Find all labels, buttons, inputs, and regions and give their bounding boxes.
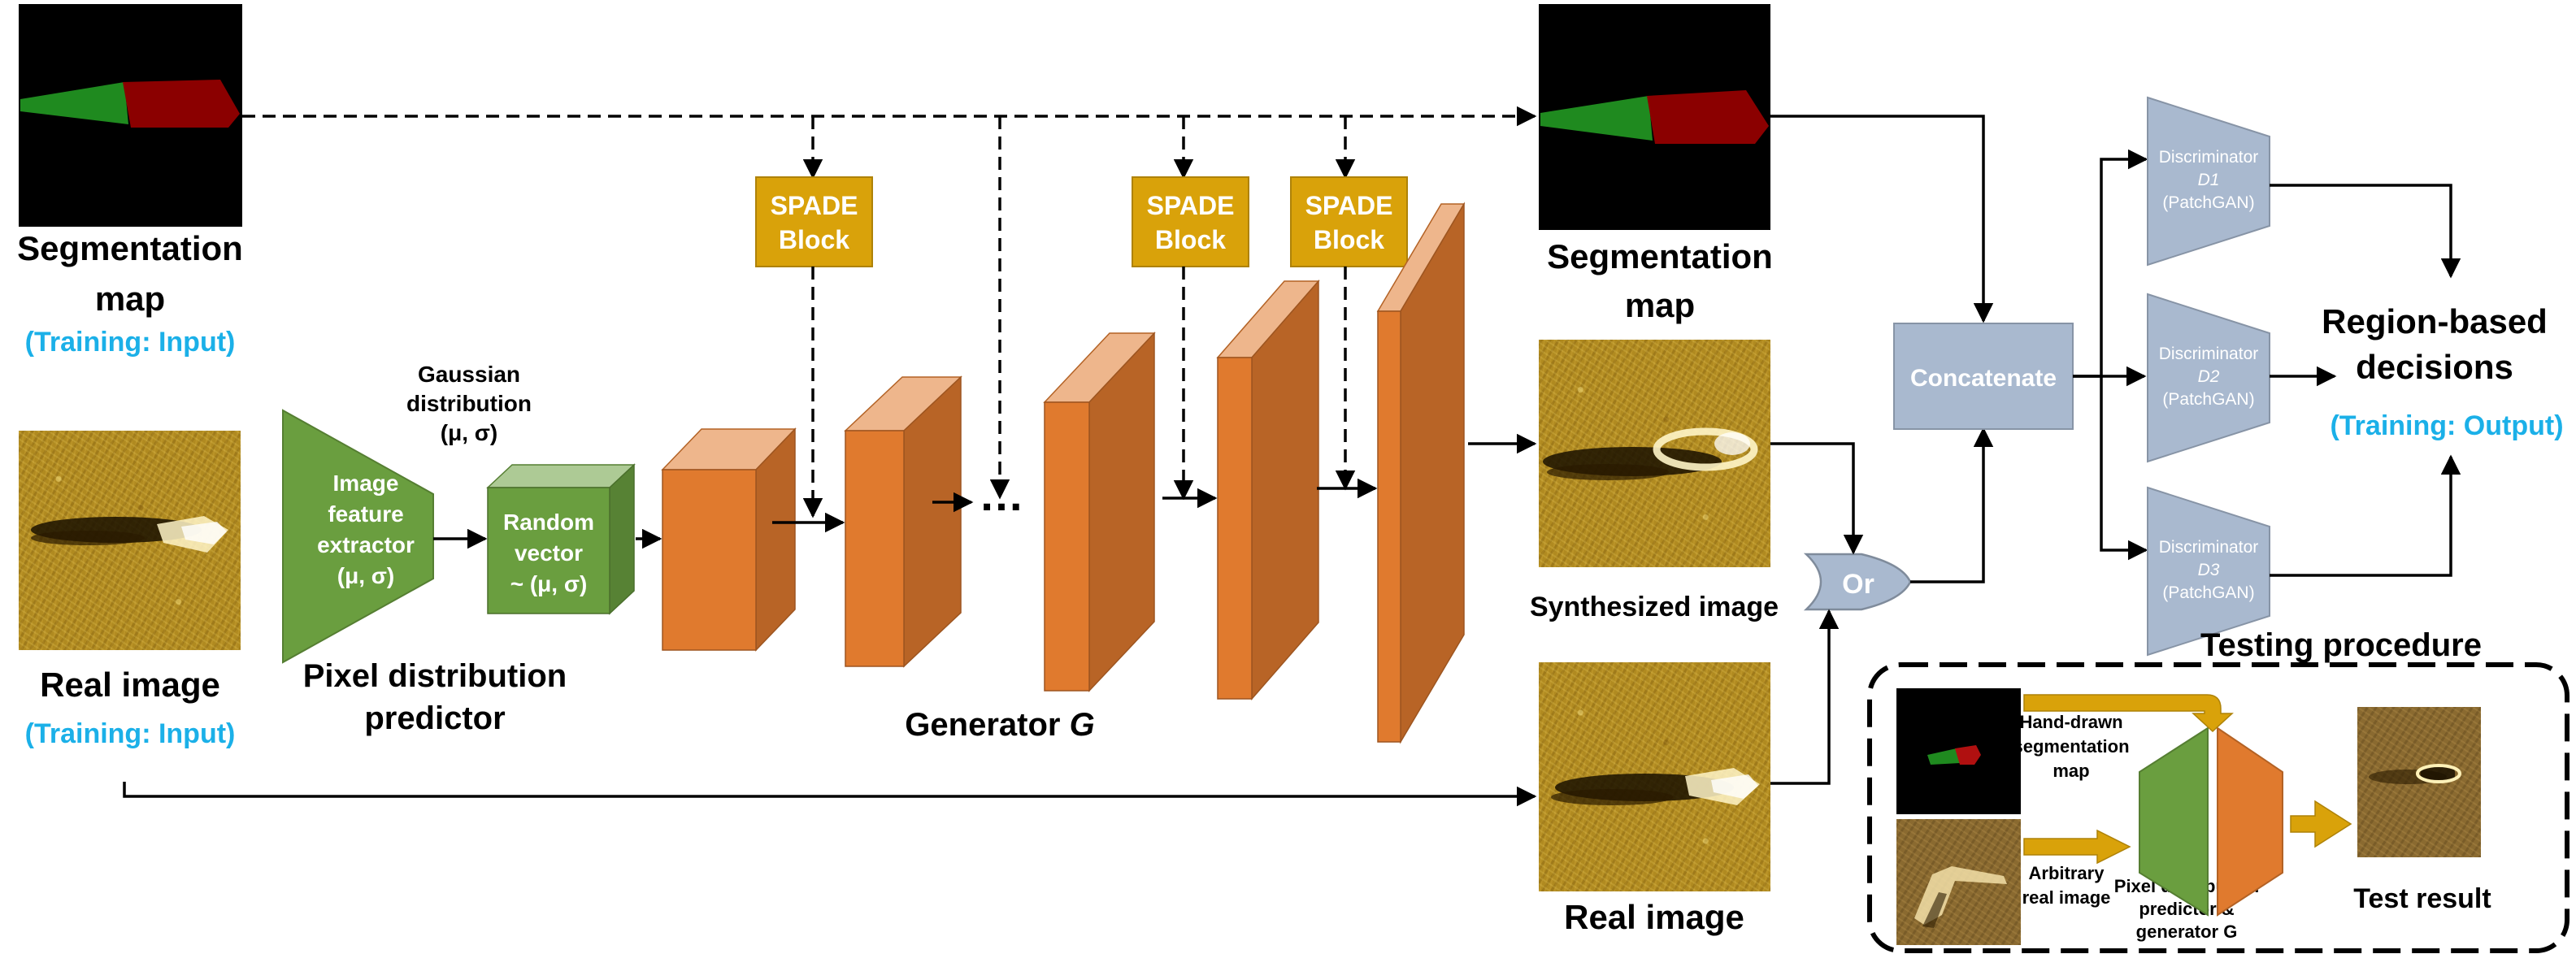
spade-block-2 (1132, 176, 1249, 267)
generator-block-5-front (1377, 310, 1401, 743)
arbitrary-label: Arbitrary real image (2022, 863, 2111, 908)
real-image-input-label: Real image (40, 666, 220, 704)
random-vector-cube-side (609, 463, 635, 615)
generator-ellipsis: … (979, 469, 1024, 520)
feature-extractor-label: Image feature extractor (μ, σ) (317, 470, 415, 588)
image-feature-extractor (282, 409, 434, 664)
test-output-arrow (2290, 800, 2352, 848)
seg-map-input-note: (Training: Input) (25, 327, 236, 358)
generator-block-2-front (845, 430, 905, 667)
generator-block-5 (1376, 202, 1466, 744)
hand-drawn-seg-map-image (1896, 688, 2021, 814)
generator-block-3 (1043, 332, 1156, 692)
real-image-bypass-arrow (123, 782, 1537, 807)
real-to-or-arrow (1770, 609, 1840, 785)
test-seg-arrow (2023, 694, 2234, 733)
testing-title: Testing procedure (2200, 627, 2482, 663)
synth-to-or-arrow (1770, 442, 1864, 555)
discriminator-d1-label: Discriminator D1 (PatchGAN) (2159, 148, 2259, 212)
generator-block-3-front (1044, 401, 1090, 692)
discriminator-d3 (2147, 486, 2270, 657)
real-image-right-label: Real image (1564, 898, 1744, 936)
seg-map-input-image (19, 4, 242, 227)
test-real-arrow (2023, 829, 2131, 865)
real-image-input-note: (Training: Input) (25, 718, 236, 749)
spade-block-label-3: SPADE Block (1305, 191, 1393, 254)
real-image-right (1539, 662, 1770, 891)
spade-block-3 (1290, 176, 1408, 267)
synth-image-label: Synthesized image (1530, 592, 1779, 622)
concatenate-box (1893, 323, 2074, 430)
real-image-input (19, 431, 241, 650)
seg-map-right-image (1539, 4, 1770, 230)
seg-map-to-concat-arrow (1770, 115, 1994, 323)
spade-block-label-2: SPADE Block (1147, 191, 1235, 254)
spade-block-label-1: SPADE Block (771, 191, 858, 254)
generator-block-4 (1216, 279, 1320, 701)
random-vector-cube-front (487, 487, 610, 614)
test-generator-shape (2217, 726, 2283, 917)
concat-to-d3-arrow (2100, 376, 2148, 561)
discriminator-d1 (2147, 96, 2270, 267)
generator-caption: Generator G (905, 707, 1094, 743)
generator-block-1-front (662, 469, 757, 651)
decisions-label: Region-based decisions (2322, 302, 2548, 386)
or-gate-label: Or (1842, 569, 1874, 600)
generator-block-1 (661, 427, 797, 652)
decisions-note: (Training: Output) (2330, 410, 2563, 441)
discriminator-d2-label: Discriminator D2 (PatchGAN) (2159, 345, 2259, 409)
or-to-concat-arrow (1910, 427, 1994, 583)
concat-to-d1-arrow (2073, 149, 2148, 378)
pixel-predictor-caption: Pixel distribution predictor (303, 658, 567, 736)
generator-block-2 (844, 375, 962, 668)
d1-to-decision-arrow (2270, 184, 2461, 279)
generator-block-4-front (1217, 357, 1253, 700)
synthesized-image (1539, 340, 1770, 567)
random-vector-label: Random vector ~ (μ, σ) (503, 510, 594, 596)
concatenate-label: Concatenate (1910, 365, 2057, 392)
test-result-label: Test result (2353, 883, 2491, 914)
spade-block-1 (755, 176, 873, 267)
seg-map-input-label: Segmentation map (17, 229, 243, 318)
gaussian-label: Gaussian distribution (μ, σ) (406, 362, 532, 445)
or-gate (1803, 553, 1912, 611)
hand-drawn-label: Hand-drawn segmentation map (2013, 712, 2129, 781)
d3-to-decision-arrow (2270, 454, 2461, 577)
seg-map-right-label: Segmentation map (1547, 237, 1773, 324)
test-result-image (2357, 707, 2481, 857)
random-vector-cube (486, 463, 636, 615)
arbitrary-real-image (1896, 819, 2021, 945)
random-vector-cube-top (486, 464, 636, 488)
discriminator-d3-label: Discriminator D3 (PatchGAN) (2159, 538, 2259, 602)
testing-procedure-frame (1867, 662, 2569, 953)
discriminator-d2 (2147, 293, 2270, 463)
test-encoder-shape (2139, 726, 2209, 917)
